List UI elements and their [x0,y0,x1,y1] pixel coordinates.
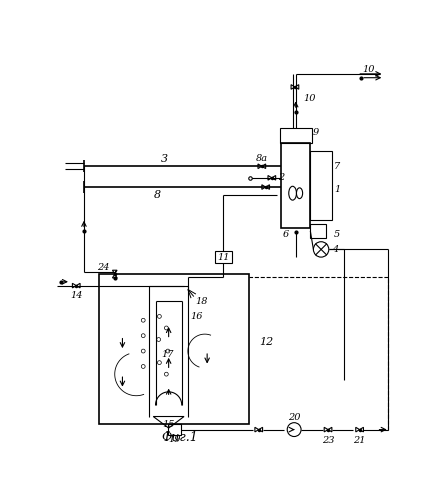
Text: 17: 17 [161,350,174,360]
Text: 19: 19 [168,435,181,444]
Text: 3: 3 [161,154,169,164]
Polygon shape [259,428,262,432]
Polygon shape [295,84,299,89]
Polygon shape [113,270,117,274]
Text: 16: 16 [190,312,202,321]
Polygon shape [359,428,363,432]
Bar [215,251,232,262]
Text: 24: 24 [97,264,110,272]
Text: 5: 5 [334,230,341,238]
Text: 7: 7 [334,162,341,171]
Polygon shape [272,176,276,180]
Polygon shape [356,428,359,432]
Text: 9: 9 [312,128,319,137]
Text: 8: 8 [153,190,160,200]
Polygon shape [262,184,266,190]
Bar [310,151,332,220]
Text: 21: 21 [353,436,366,445]
Polygon shape [291,84,295,89]
Bar [279,128,312,143]
Text: 10: 10 [363,64,375,74]
Text: 10: 10 [304,94,316,103]
Text: 15: 15 [162,420,175,428]
Bar [281,143,310,228]
Text: 6: 6 [283,230,289,238]
Bar [310,224,326,238]
Text: 8a: 8a [256,154,268,163]
Polygon shape [266,184,270,190]
Polygon shape [328,428,332,432]
Text: 11: 11 [217,252,230,262]
Polygon shape [255,428,259,432]
Polygon shape [258,164,262,168]
Bar [99,274,249,424]
Text: 23: 23 [322,436,334,445]
Text: 18: 18 [195,296,208,306]
Polygon shape [72,284,76,288]
Polygon shape [76,284,80,288]
Polygon shape [324,428,328,432]
Text: 1: 1 [334,185,341,194]
Polygon shape [268,176,272,180]
Text: 14: 14 [70,291,83,300]
Polygon shape [262,164,266,168]
Polygon shape [113,274,117,278]
Text: 2: 2 [278,174,284,182]
Text: 4: 4 [332,245,338,254]
Bar [168,424,181,435]
Text: 20: 20 [288,413,300,422]
Text: 12: 12 [259,336,273,346]
Text: Фиг.1: Фиг.1 [162,431,198,444]
